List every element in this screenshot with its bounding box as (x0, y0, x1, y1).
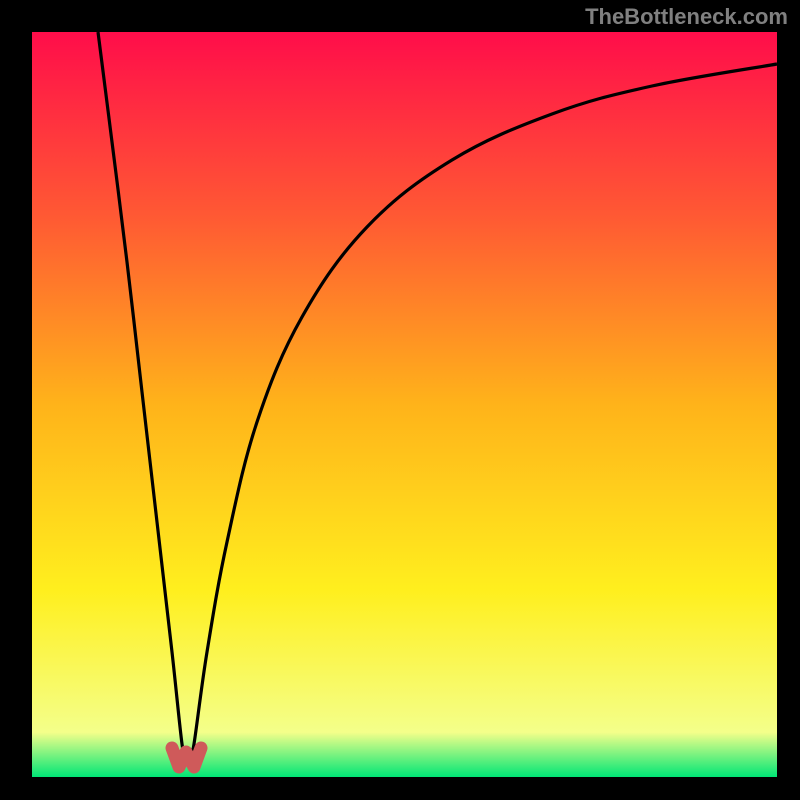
bottleneck-marker (172, 748, 201, 767)
chart-container: TheBottleneck.com (0, 0, 800, 800)
watermark-text: TheBottleneck.com (585, 4, 788, 30)
curve-left-branch (98, 32, 186, 758)
curve-right-branch (190, 64, 777, 758)
curve-overlay (0, 0, 800, 800)
